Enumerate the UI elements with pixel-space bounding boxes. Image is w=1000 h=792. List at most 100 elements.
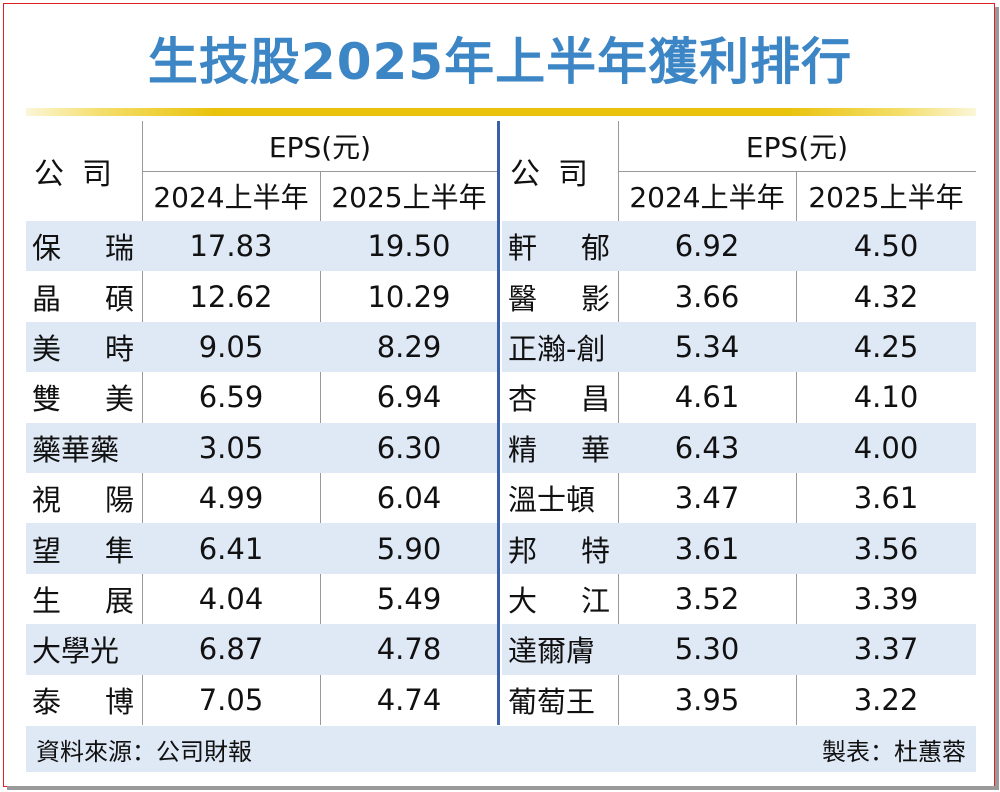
company-name-char: 泰 <box>32 684 62 719</box>
eps-2024-cell: 6.59 <box>198 380 264 415</box>
table-row: 杏昌 4.61 4.10 <box>502 372 976 422</box>
company-name-char: 時 <box>104 331 134 366</box>
table-row: 軒郁 6.92 4.50 <box>502 221 976 272</box>
eps-2025-cell: 4.00 <box>853 430 919 465</box>
company-name: 視陽 <box>26 473 142 523</box>
eps-2025-cell: 6.30 <box>376 430 442 465</box>
company-name-char: 華 <box>580 432 610 467</box>
company-name-char: 軒 <box>508 231 538 266</box>
table-row: 泰博 7.05 4.74 <box>26 675 498 725</box>
company-name-char: 陽 <box>104 483 134 518</box>
company-name-char: 美 <box>32 331 62 366</box>
company-name-char: 瑞 <box>104 231 134 266</box>
table-footer: 資料來源：公司財報 製表：杜蕙蓉 <box>26 726 976 772</box>
table-row: 美 時 9.05 8.29 <box>26 321 498 373</box>
company-name: 雙美 <box>26 372 142 422</box>
eps-2024-cell: 6.41 <box>198 531 264 566</box>
table-row: 生 展 4.04 5.49 <box>26 574 498 624</box>
eps-2025-cell: 4.78 <box>376 632 442 667</box>
eps-2025-cell: 6.94 <box>376 380 442 415</box>
eps-2024-cell: 3.95 <box>674 682 740 717</box>
eps-2025-cell: 8.29 <box>376 329 442 364</box>
eps-2025-cell: 4.10 <box>853 380 919 415</box>
eps-2025-cell: 4.25 <box>853 329 919 364</box>
table-right-body: 軒郁 6.92 4.50 醫影 3.66 4.32 正瀚-創 5.34 4.25 杏昌 4.61 4.… <box>502 221 976 725</box>
col-2024-header: 2024上半年 <box>153 181 309 214</box>
company-name-char: 碩 <box>104 281 134 316</box>
eps-2025-cell: 3.61 <box>853 481 919 516</box>
eps-2024-cell: 3.52 <box>674 581 740 616</box>
eps-2025-cell: 4.32 <box>853 279 919 314</box>
company-name-char: 博 <box>104 684 134 719</box>
company-name: 精華 <box>502 423 618 473</box>
company-name-char: 生 <box>32 583 62 618</box>
eps-2024-cell: 12.62 <box>189 279 273 314</box>
eps-2024-cell: 5.30 <box>674 632 740 667</box>
table-center-divider <box>497 121 500 725</box>
company-name: 望隼 <box>26 523 142 573</box>
company-name-char: 望 <box>32 533 62 568</box>
company-name-char: 大 <box>508 583 538 618</box>
company-name-char: 展 <box>104 583 134 618</box>
company-name: 大學光 <box>32 634 120 669</box>
header-divider <box>618 171 976 172</box>
eps-2024-cell: 4.61 <box>674 380 740 415</box>
company-name-char: 邦 <box>508 533 538 568</box>
company-name-char: 隼 <box>104 533 134 568</box>
table-left-body: 保瑞 17.83 19.50 晶碩 12.62 10.29 美時 9.05 8.29 雙美 6.59… <box>26 221 498 725</box>
page-title: 生技股2025年上半年獲利排行 <box>147 33 853 91</box>
table-row: 葡萄王 3.95 3.22 <box>502 675 976 725</box>
col-2025-header: 2025上半年 <box>331 181 487 214</box>
eps-2024-cell: 6.43 <box>674 430 740 465</box>
company-name-char: 特 <box>580 533 610 568</box>
col-2025-header: 2025上半年 <box>808 181 964 214</box>
eps-2025-cell: 5.90 <box>376 531 442 566</box>
eps-2024-cell: 4.04 <box>198 581 264 616</box>
company-name-char: 保 <box>32 231 62 266</box>
source-note: 資料來源：公司財報 <box>36 737 252 766</box>
eps-2025-cell: 3.22 <box>853 682 919 717</box>
col-2024-header: 2024上半年 <box>629 181 785 214</box>
eps-header: EPS(元) <box>745 131 849 164</box>
company-name-char: 晶 <box>32 281 62 316</box>
table-row: 邦特 3.61 3.56 <box>502 523 976 574</box>
table-row: 藥華藥 3.05 6.30 <box>26 422 498 473</box>
title-underline <box>26 108 976 116</box>
company-name-char: 郁 <box>580 231 610 266</box>
eps-2025-cell: 5.49 <box>376 581 442 616</box>
company-name: 達爾膚 <box>508 634 596 669</box>
table-row: 精華 6.43 4.00 <box>502 422 976 473</box>
eps-2024-cell: 5.34 <box>674 329 740 364</box>
company-name-char: 杏 <box>508 382 538 417</box>
eps-2025-cell: 19.50 <box>367 229 451 264</box>
table-row: 大學光 6.87 4.78 <box>26 624 498 675</box>
company-name: 杏昌 <box>502 372 618 422</box>
frame-shadow-bottom <box>7 786 997 790</box>
company-name: 大江 <box>502 574 618 624</box>
table-row: 醫影 3.66 4.32 <box>502 271 976 321</box>
table-left-header: 公司 EPS(元) 2024上半年 2025上半年 <box>26 121 498 725</box>
table-row: 望隼 6.41 5.90 <box>26 523 498 574</box>
eps-2024-cell: 9.05 <box>198 329 264 364</box>
table-row: 雙美 6.59 6.94 <box>26 372 498 422</box>
company-name: 正瀚-創 <box>508 331 606 366</box>
table-row: 達爾膚 5.30 3.37 <box>502 624 976 675</box>
table-row: 視陽 4.99 6.04 <box>26 473 498 523</box>
company-name: 醫影 <box>502 271 618 321</box>
eps-2025-cell: 4.74 <box>376 682 442 717</box>
company-name: 晶碩 <box>26 271 142 321</box>
company-name: 泰博 <box>26 675 142 725</box>
eps-2025-cell: 3.39 <box>853 581 919 616</box>
company-name-char: 視 <box>32 483 62 518</box>
eps-2024-cell: 3.05 <box>198 430 264 465</box>
company-name: 保瑞 <box>26 221 142 271</box>
eps-2025-cell: 4.50 <box>853 229 919 264</box>
eps-2025-cell: 3.37 <box>853 632 919 667</box>
company-name-char: 江 <box>580 583 610 618</box>
eps-2024-cell: 4.99 <box>198 481 264 516</box>
eps-2024-cell: 6.87 <box>198 632 264 667</box>
company-name: 葡萄王 <box>508 684 596 719</box>
company-name-char: 精 <box>508 432 538 467</box>
table-row: 晶碩 12.62 10.29 <box>26 271 498 321</box>
table-row: 保瑞 17.83 19.50 <box>26 221 498 272</box>
